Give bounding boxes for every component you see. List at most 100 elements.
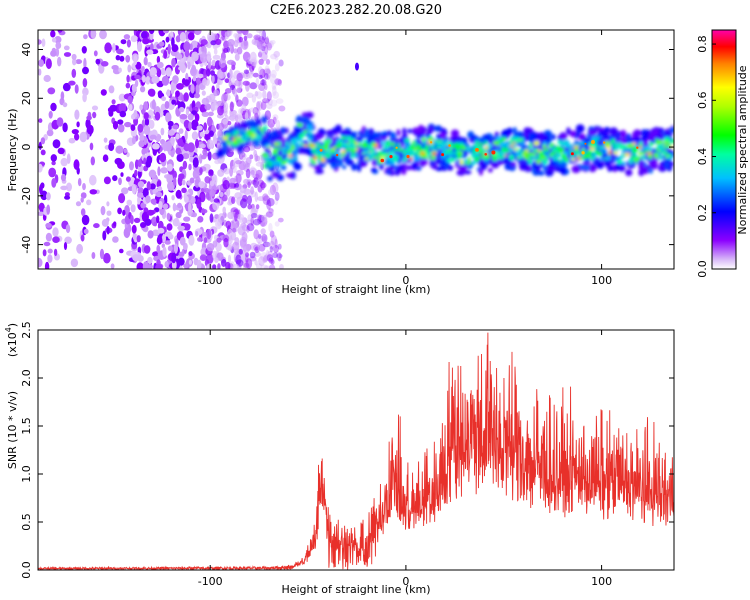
noise-speckle: [214, 174, 218, 186]
noise-speckle: [71, 68, 77, 78]
signal-blob: [620, 165, 626, 170]
noise-speckle: [217, 213, 225, 224]
noise-speckle: [268, 189, 272, 196]
signal-core: [345, 147, 349, 152]
signal-core: [422, 156, 427, 159]
signal-blob: [588, 164, 597, 173]
signal-core: [540, 155, 546, 159]
signal-core: [451, 152, 457, 155]
noise-speckle: [227, 201, 233, 206]
signal-blob: [480, 161, 488, 171]
noise-speckle: [269, 184, 276, 196]
noise-speckle: [206, 51, 212, 62]
noise-speckle: [153, 221, 157, 227]
noise-speckle: [120, 39, 127, 45]
noise-speckle: [73, 159, 80, 170]
noise-speckle: [266, 40, 274, 49]
signal-core: [484, 154, 491, 160]
signal-core: [605, 156, 612, 160]
noise-speckle: [203, 122, 207, 131]
signal-core: [539, 158, 542, 162]
noise-speckle: [188, 235, 195, 246]
noise-speckle: [254, 90, 259, 97]
noise-speckle: [202, 149, 208, 155]
signal-core: [415, 155, 421, 160]
noise-speckle: [82, 66, 89, 75]
hotspot: [448, 144, 451, 147]
noise-speckle: [119, 248, 124, 254]
signal-core: [240, 135, 245, 141]
signal-core: [273, 147, 278, 153]
signal-core: [234, 137, 241, 141]
noise-speckle: [63, 52, 72, 57]
noise-speckle: [38, 68, 42, 76]
noise-speckle: [252, 72, 259, 78]
noise-speckle: [277, 217, 284, 223]
signal-core: [250, 137, 256, 141]
noise-speckle: [112, 175, 118, 182]
noise-speckle: [166, 163, 173, 172]
noise-speckle: [203, 237, 208, 244]
noise-speckle: [246, 195, 252, 205]
spectrogram-y-label: Frequency (Hz): [6, 109, 19, 192]
noise-speckle: [250, 186, 255, 195]
signal-core: [222, 136, 228, 141]
noise-speckle: [242, 194, 248, 202]
noise-speckle: [142, 37, 150, 45]
signal-blob: [609, 127, 618, 136]
noise-speckle: [44, 261, 50, 269]
noise-speckle: [246, 223, 255, 232]
noise-speckle: [170, 150, 175, 158]
noise-speckle: [173, 243, 178, 254]
signal-core: [314, 150, 321, 157]
noise-speckle: [188, 259, 192, 265]
noise-speckle: [179, 236, 186, 246]
noise-speckle: [201, 111, 210, 118]
signal-core: [533, 153, 537, 157]
signal-core: [365, 157, 368, 161]
noise-speckle: [175, 217, 179, 227]
noise-speckle: [132, 232, 137, 241]
noise-speckle: [195, 101, 201, 109]
noise-speckle: [137, 41, 142, 52]
noise-speckle: [137, 181, 145, 188]
signal-blob: [386, 168, 391, 175]
signal-blob: [238, 145, 243, 154]
noise-speckle: [148, 169, 157, 178]
signal-core: [536, 159, 540, 165]
signal-core: [549, 144, 553, 147]
noise-speckle: [149, 183, 156, 190]
noise-speckle: [137, 123, 144, 133]
signal-core: [454, 142, 460, 148]
noise-speckle: [257, 214, 263, 225]
noise-speckle: [176, 153, 184, 162]
noise-speckle: [256, 41, 264, 50]
noise-speckle: [255, 155, 261, 162]
signal-core: [321, 157, 326, 163]
snr-y-label: SNR (10 * v/v): [6, 391, 19, 469]
noise-speckle: [274, 78, 282, 85]
noise-speckle: [200, 39, 208, 46]
noise-speckle: [89, 174, 97, 186]
noise-speckle: [149, 134, 157, 140]
noise-speckle: [263, 254, 271, 261]
signal-blob: [628, 137, 635, 144]
signal-core: [467, 146, 471, 152]
noise-speckle: [260, 236, 267, 241]
noise-speckle: [241, 40, 249, 50]
noise-speckle: [167, 245, 173, 252]
noise-speckle: [249, 166, 257, 177]
signal-core: [545, 151, 550, 155]
noise-speckle: [172, 202, 177, 212]
noise-speckle: [147, 88, 156, 97]
noise-speckle: [273, 50, 281, 58]
noise-speckle: [269, 230, 275, 238]
noise-speckle: [103, 137, 108, 143]
noise-speckle: [136, 235, 141, 243]
noise-speckle: [172, 75, 179, 84]
noise-speckle: [264, 83, 268, 91]
signal-core: [276, 164, 282, 168]
signal-core: [265, 144, 271, 148]
signal-blob: [447, 165, 454, 171]
signal-core: [575, 152, 581, 156]
